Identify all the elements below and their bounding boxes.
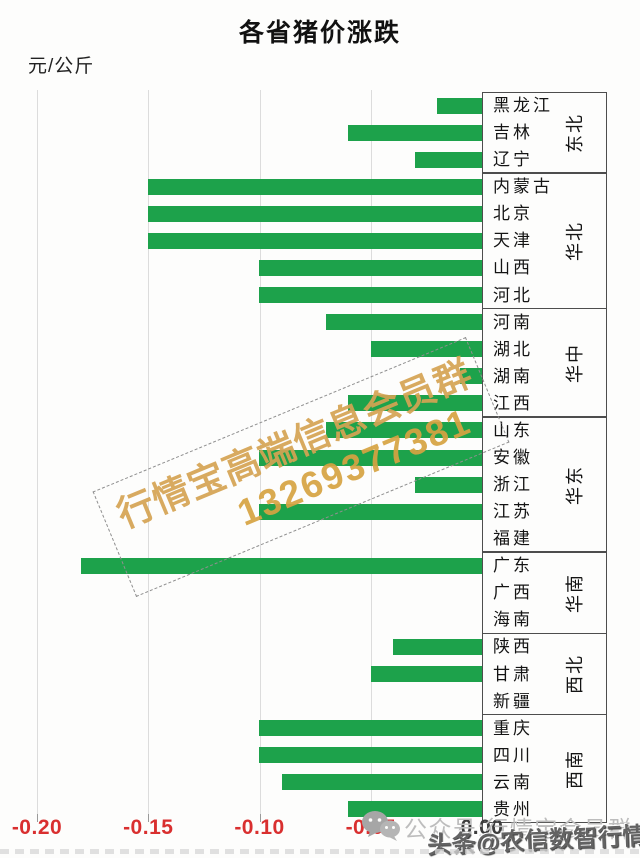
province-label: 浙江 — [493, 475, 533, 495]
axis-tick — [37, 814, 38, 822]
group-separator — [482, 713, 607, 716]
province-label: 河北 — [493, 285, 533, 305]
province-label: 安徽 — [493, 447, 533, 467]
province-label: 吉林 — [493, 123, 533, 143]
axis-tick-label: 0.00 — [460, 816, 504, 839]
bar — [326, 314, 482, 331]
province-label: 河南 — [493, 312, 533, 332]
region-cell: 东北 — [548, 92, 600, 173]
province-label: 云南 — [493, 772, 533, 792]
bar — [415, 151, 482, 168]
grid-line — [148, 90, 150, 814]
region-label: 华东 — [565, 464, 585, 505]
group-separator — [482, 172, 607, 175]
province-label: 陕西 — [493, 637, 533, 657]
axis-tick — [148, 814, 150, 822]
axis-tick-label: -0.15 — [123, 816, 174, 839]
group-separator — [482, 416, 607, 418]
province-label: 辽宁 — [493, 150, 533, 170]
bar — [259, 503, 482, 520]
footer-account-text: 公众号:行情宝会员群 — [404, 816, 633, 842]
bar — [259, 449, 482, 466]
province-label: 天津 — [493, 231, 533, 251]
province-label: 贵州 — [493, 799, 533, 819]
province-label: 广东 — [493, 556, 533, 576]
bar — [393, 639, 482, 656]
bar — [259, 747, 482, 764]
region-cell: 西南 — [548, 715, 600, 823]
region-cell: 华东 — [548, 417, 600, 552]
bar — [460, 368, 482, 385]
bar — [348, 124, 482, 141]
wechat-icon — [362, 811, 400, 841]
bar — [415, 476, 482, 493]
province-label: 海南 — [493, 610, 533, 630]
region-label: 西南 — [565, 748, 585, 789]
region-cell: 华中 — [548, 309, 600, 417]
chart-title: 各省猪价涨跌 — [238, 19, 401, 47]
panel-box — [482, 92, 607, 823]
bar — [282, 774, 482, 791]
unit-label: 元/公斤 — [28, 56, 95, 77]
province-label: 广西 — [493, 583, 533, 603]
province-label: 黑龙江 — [493, 96, 553, 115]
bar — [371, 666, 482, 683]
bar — [81, 557, 482, 574]
group-separator — [482, 307, 607, 310]
grid-line — [37, 90, 38, 814]
axis-tick-label: -0.10 — [234, 816, 285, 839]
bar — [371, 341, 482, 358]
province-label: 四川 — [493, 745, 533, 765]
bar — [348, 395, 482, 412]
province-label: 新疆 — [493, 691, 533, 711]
axis-tick — [259, 814, 261, 822]
bar — [148, 205, 482, 222]
bar — [259, 287, 482, 304]
province-label: 北京 — [493, 204, 533, 224]
bottom-scan-artifact — [0, 849, 640, 854]
province-label: 江西 — [493, 393, 533, 413]
province-label: 湖北 — [493, 339, 533, 359]
bar — [148, 232, 482, 249]
province-label: 山西 — [493, 258, 533, 278]
group-separator — [482, 551, 607, 554]
axis-tick-label: -0.20 — [11, 816, 63, 839]
group-separator — [482, 632, 607, 635]
bar — [437, 97, 482, 114]
bar — [326, 422, 482, 439]
province-label: 湖南 — [493, 366, 533, 386]
bar — [259, 259, 482, 276]
province-label: 内蒙古 — [493, 177, 553, 197]
region-label: 华中 — [565, 342, 585, 383]
region-cell: 西北 — [548, 633, 600, 714]
province-label: 甘肃 — [493, 664, 533, 684]
province-label: 重庆 — [493, 718, 533, 738]
province-label: 江苏 — [493, 502, 533, 522]
bar — [259, 720, 482, 737]
bar — [148, 178, 482, 195]
region-label: 华南 — [565, 572, 585, 613]
province-label: 福建 — [493, 529, 533, 549]
region-cell: 华北 — [548, 173, 600, 308]
region-cell: 华南 — [548, 552, 600, 633]
region-label: 西北 — [565, 654, 585, 695]
province-label: 山东 — [493, 420, 533, 440]
region-label: 东北 — [565, 112, 585, 153]
region-label: 华北 — [565, 220, 585, 261]
